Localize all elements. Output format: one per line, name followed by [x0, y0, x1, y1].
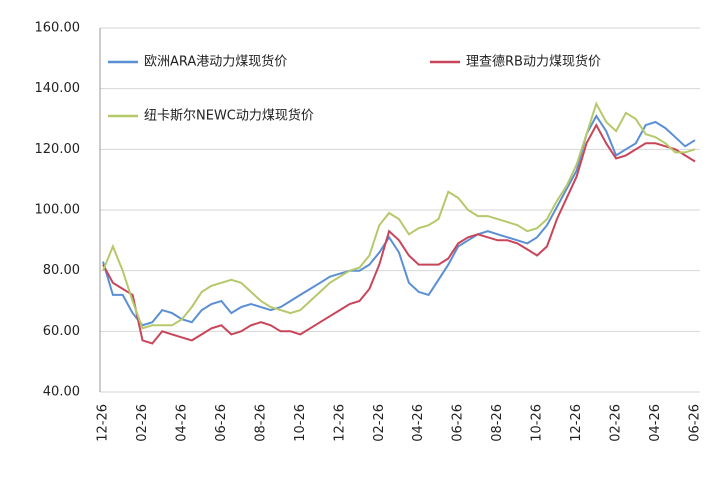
x-tick-label: 06-26 [688, 404, 703, 442]
x-tick-label: 04-26 [648, 404, 663, 442]
y-tick-label: 40.00 [43, 385, 80, 400]
x-tick-label: 08-26 [253, 404, 268, 442]
series-line [102, 114, 696, 327]
y-tick-label: 140.00 [35, 81, 81, 96]
x-tick-label: 02-26 [372, 404, 387, 442]
x-tick-label: 02-26 [609, 404, 624, 442]
y-tick-label: 160.00 [35, 21, 81, 36]
y-tick-label: 60.00 [43, 324, 80, 339]
legend-label: 欧洲ARA港动力煤现货价 [144, 54, 287, 70]
x-tick-label: 02-26 [135, 404, 150, 442]
x-tick-label: 06-26 [214, 404, 229, 442]
y-tick-label: 120.00 [35, 142, 81, 157]
x-tick-label: 08-26 [490, 404, 505, 442]
x-tick-label: 12-26 [96, 404, 111, 442]
x-tick-label: 12-26 [569, 404, 584, 442]
series-line [102, 101, 696, 330]
x-tick-label: 10-26 [530, 404, 545, 442]
x-tick-label: 12-26 [332, 404, 347, 442]
x-tick-label: 04-26 [174, 404, 189, 442]
legend-label: 纽卡斯尔NEWC动力煤现货价 [144, 108, 314, 124]
x-tick-label: 06-26 [451, 404, 466, 442]
y-tick-label: 100.00 [35, 203, 81, 218]
legend-label: 理查德RB动力煤现货价 [466, 54, 601, 70]
x-tick-label: 10-26 [293, 404, 308, 442]
series-line [102, 122, 696, 345]
x-tick-label: 04-26 [411, 404, 426, 442]
y-tick-label: 80.00 [43, 263, 80, 278]
